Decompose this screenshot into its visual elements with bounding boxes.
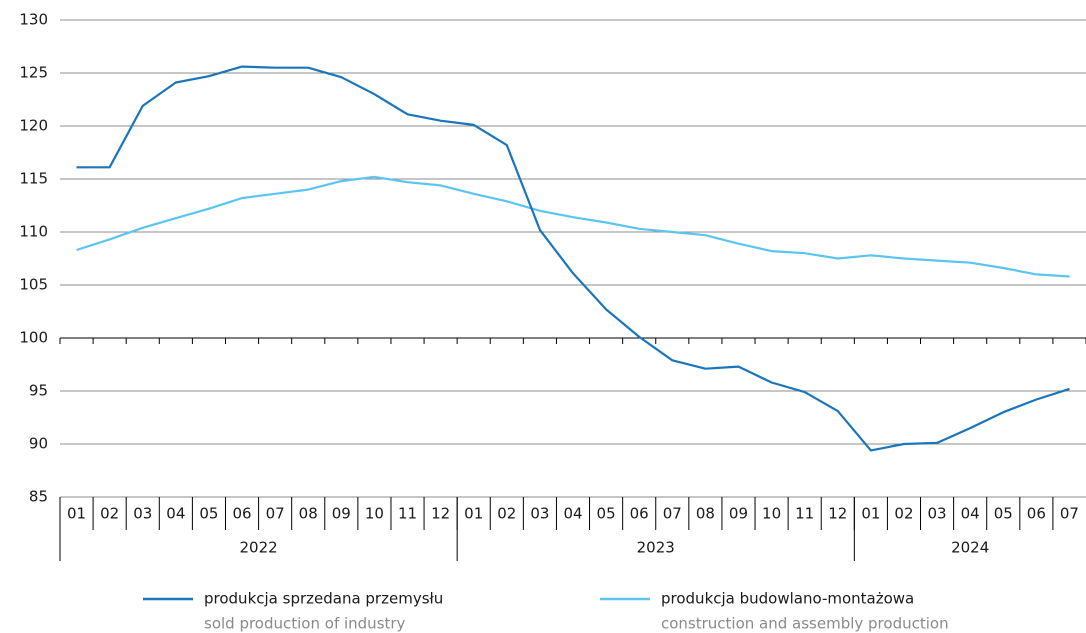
y-tick-label: 100: [19, 329, 48, 347]
y-tick-label: 110: [19, 223, 48, 241]
legend-sublabel: sold production of industry: [204, 615, 406, 633]
legend-label: produkcja budowlano-montażowa: [661, 590, 914, 608]
y-tick-label: 125: [19, 64, 48, 82]
x-tick-label: 04: [961, 505, 980, 523]
y-tick-label: 105: [19, 276, 48, 294]
x-tick-label: 08: [299, 505, 318, 523]
x-tick-label: 01: [464, 505, 483, 523]
x-tick-label: 11: [398, 505, 417, 523]
y-tick-label: 95: [29, 382, 48, 400]
x-tick-label: 05: [199, 505, 218, 523]
x-tick-label: 06: [232, 505, 251, 523]
legend-label: produkcja sprzedana przemysłu: [204, 590, 443, 608]
x-tick-label: 03: [530, 505, 549, 523]
y-tick-label: 115: [19, 170, 48, 188]
x-tick-label: 05: [597, 505, 616, 523]
x-tick-label: 05: [994, 505, 1013, 523]
series-line: [76, 175, 1070, 278]
x-tick-label: 02: [497, 505, 516, 523]
x-tick-label: 11: [795, 505, 814, 523]
x-tick-label: 07: [1060, 505, 1079, 523]
x-tick-label: 07: [663, 505, 682, 523]
x-tick-label: 01: [67, 505, 86, 523]
x-tick-label: 04: [563, 505, 582, 523]
x-tick-label: 03: [928, 505, 947, 523]
x-tick-label: 08: [696, 505, 715, 523]
x-tick-label: 02: [100, 505, 119, 523]
legend-sublabel: construction and assembly production: [661, 615, 949, 633]
y-tick-label: 130: [19, 11, 48, 29]
x-tick-label: 03: [133, 505, 152, 523]
x-tick-label: 02: [894, 505, 913, 523]
x-tick-label: 09: [729, 505, 748, 523]
group-label: 2024: [951, 539, 989, 557]
group-label: 2023: [637, 539, 675, 557]
x-tick-label: 06: [630, 505, 649, 523]
x-tick-label: 12: [828, 505, 847, 523]
x-tick-label: 07: [266, 505, 285, 523]
x-tick-label: 09: [332, 505, 351, 523]
group-label: 2022: [239, 539, 277, 557]
x-tick-label: 10: [365, 505, 384, 523]
x-tick-label: 04: [166, 505, 185, 523]
y-tick-label: 120: [19, 117, 48, 135]
x-tick-label: 10: [762, 505, 781, 523]
y-tick-label: 85: [29, 488, 48, 506]
x-tick-label: 01: [861, 505, 880, 523]
x-tick-label: 06: [1027, 505, 1046, 523]
series-line: [76, 65, 1070, 452]
x-tick-label: 12: [431, 505, 450, 523]
y-tick-label: 90: [29, 435, 48, 453]
